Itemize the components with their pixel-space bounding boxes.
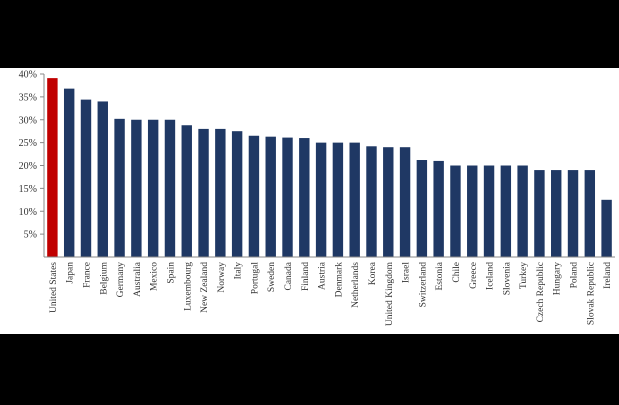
bar [248,135,260,257]
x-tick-label: Norway [217,262,227,293]
x-tick-label: Sweden [267,262,277,292]
x-tick-label: Greece [469,262,479,289]
x-tick-label: Austria [318,261,328,290]
y-tick-label: 35% [19,92,37,103]
x-tick-label: New Zealand [200,262,210,313]
bar [483,165,495,257]
bar [500,165,512,257]
bar [383,147,394,257]
bar [215,128,226,257]
x-tick-label: Canada [284,261,294,290]
x-tick-label: Ireland [603,262,613,289]
x-tick-label: Slovenia [502,261,512,295]
bar [467,165,478,257]
x-tick-label: Spain [166,262,176,284]
bar [349,142,360,257]
bar [47,78,58,258]
x-tick-label: Italy [234,262,244,280]
x-tick-label: Germany [116,262,126,298]
x-tick-label: Korea [368,261,378,285]
bar [332,142,344,257]
x-tick-label: Turkey [519,262,529,289]
y-tick-label: 30% [19,115,37,126]
bar [181,125,192,257]
x-tick-label: Luxembourg [183,262,193,311]
x-tick-label: Finland [301,262,311,291]
bar [231,131,243,257]
bar [567,170,579,257]
y-tick-label: 10% [19,207,37,218]
x-tick-label: Switzerland [418,262,428,308]
bar [299,138,310,257]
x-tick-label: Belgium [99,261,109,294]
y-tick-label: 40% [19,70,37,81]
x-tick-label: Chile [452,262,462,283]
bar [198,128,209,257]
bar-chart: 5% 10% 15% 20% 25% 30% 35% 40% United States Jap… [19,70,615,326]
bar [517,165,528,257]
bar [450,165,461,257]
y-axis-ticks: 5% 10% 15% 20% 25% 30% 35% 40% [19,70,44,241]
bar [399,147,411,257]
bar [601,199,612,257]
bar [433,160,444,257]
x-axis-labels: United States Japan France Belgium Germany Au… [49,261,613,326]
bar [63,88,75,257]
x-tick-label: Hungary [553,262,563,295]
x-tick-label: Iceland [486,262,496,290]
x-tick-label: Japan [66,262,76,284]
bar [114,118,125,258]
x-tick-label: Portugal [250,262,260,295]
x-tick-label: Netherlands [351,262,361,308]
bar [164,119,176,257]
bar [366,146,377,257]
bar [551,170,562,257]
bars [47,78,612,258]
y-tick-label: 15% [19,184,37,195]
y-tick-label: 5% [24,230,37,241]
bar [534,170,545,257]
bar [147,119,159,257]
x-tick-label: Slovak Republic [586,262,596,325]
x-tick-label: Israel [402,262,412,283]
x-tick-label: Denmark [334,262,344,298]
bar [416,160,428,257]
bar [80,99,92,258]
x-tick-label: Mexico [150,262,160,291]
bar [131,119,142,257]
x-tick-label: Czech Republic [536,262,546,322]
chart-panel: 5% 10% 15% 20% 25% 30% 35% 40% United States Jap… [0,68,619,334]
bar [265,136,276,257]
x-tick-label: Poland [570,262,580,289]
y-tick-label: 25% [19,138,37,149]
y-tick-label: 20% [19,161,37,172]
bar [97,101,108,257]
x-tick-label: United States [49,262,59,313]
x-tick-label: Australia [133,261,143,297]
x-tick-label: France [82,262,92,288]
bar [584,170,596,257]
x-tick-label: United Kingdom [385,261,395,326]
bar [282,137,293,257]
bar [315,142,327,257]
x-tick-label: Estonia [435,261,445,290]
